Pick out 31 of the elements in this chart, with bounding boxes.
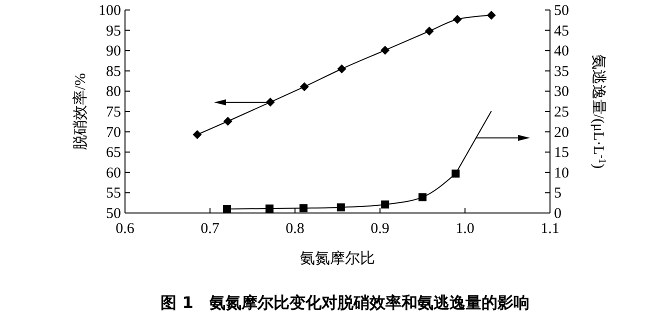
y-tick-label: 55: [106, 186, 121, 202]
y2-tick-label: 10: [554, 165, 569, 182]
y-tick-label: 85: [106, 64, 121, 80]
y-tick-label: 60: [106, 165, 121, 182]
y2-tick-label: 15: [554, 145, 569, 162]
y-tick-label: 70: [106, 124, 121, 141]
y2-tick-label: 30: [554, 84, 569, 100]
x-tick-label: 0.7: [200, 221, 220, 237]
y-tick-label: 75: [106, 104, 121, 120]
y-axis-title: 脱硝效率/%: [72, 73, 89, 150]
y2-tick-label: 50: [554, 3, 569, 19]
y-tick-label: 80: [106, 84, 121, 100]
y-tick-label: 100: [98, 3, 121, 19]
y2-tick-label: 5: [554, 186, 562, 202]
x-tick-label: 1.1: [540, 221, 560, 237]
x-tick-label: 1.0: [456, 221, 474, 237]
y2-tick-label: 25: [554, 104, 569, 120]
y2-tick-label: 40: [554, 44, 569, 60]
y-tick-label: 65: [106, 145, 121, 162]
y-tick-label: 95: [106, 23, 121, 40]
y2-tick-label: 35: [554, 64, 569, 80]
y-tick-label: 90: [106, 44, 121, 60]
y2-tick-label: 20: [554, 124, 569, 141]
text: 图 1 氨氮摩尔比变化对脱硝效率和氨逃逸量的影响: [160, 293, 530, 312]
y2-tick-label: 45: [554, 23, 569, 40]
x-tick-label: 0.6: [116, 221, 135, 237]
y-tick-label: 50: [106, 206, 121, 222]
x-tick-label: 0.9: [370, 221, 390, 237]
x-axis-title: 氨氮摩尔比: [300, 250, 375, 267]
y2-tick-label: 0: [554, 206, 562, 222]
x-tick-label: 0.8: [286, 221, 304, 237]
